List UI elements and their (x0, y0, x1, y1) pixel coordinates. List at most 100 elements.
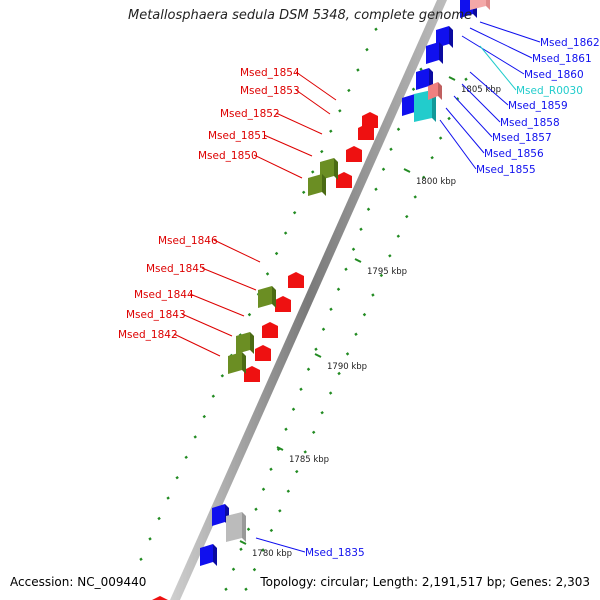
leader-line (263, 134, 313, 157)
accession-text: Accession: NC_009440 (10, 575, 147, 589)
guide-dot (411, 87, 416, 91)
gene-label: Msed_1850 (198, 150, 258, 162)
gene-label: Msed_1852 (220, 108, 280, 120)
leader-line (453, 95, 493, 138)
guide-dot (261, 487, 266, 491)
guide-dot (261, 548, 265, 552)
forward-gene (346, 146, 362, 162)
guide-dot (320, 411, 324, 415)
guide-dot (175, 476, 179, 480)
gene-label: Msed_1860 (524, 69, 584, 81)
leader-line (255, 537, 306, 553)
reverse-gene (212, 504, 225, 526)
forward-gene (288, 272, 304, 288)
guide-dot (278, 509, 282, 513)
leader-line (275, 112, 323, 135)
gene-label: Msed_1856 (484, 148, 544, 160)
tick-mark (314, 353, 322, 358)
guide-dot (148, 537, 152, 541)
gene-label: Msed_1843 (126, 309, 186, 321)
gene-label: Msed_1854 (240, 67, 300, 79)
guide-dot (419, 67, 423, 71)
guide-dot (286, 489, 291, 493)
tick-mark (354, 258, 362, 263)
guide-dot (244, 587, 248, 591)
gene-label: Msed_1855 (476, 164, 536, 176)
tick-label: 1785 kbp (289, 455, 329, 465)
guide-dot (388, 254, 392, 258)
guide-dot (354, 332, 358, 336)
rna-gene (414, 90, 432, 122)
guide-dot (283, 231, 288, 235)
tick-mark (239, 540, 247, 545)
guide-dot (202, 414, 206, 419)
guide-dot (301, 190, 306, 195)
reverse-gene (426, 42, 439, 64)
guide-dot (246, 527, 251, 531)
guide-dot (314, 347, 318, 351)
guide-dot (321, 327, 326, 331)
guide-dot (211, 394, 216, 398)
leader-line (213, 239, 261, 263)
leader-line (479, 45, 517, 91)
leader-line (439, 119, 477, 170)
olive-gene-side (250, 332, 254, 354)
guide-dot (389, 147, 393, 151)
guide-dot (356, 68, 360, 72)
leader-line (295, 71, 337, 101)
guide-dot (347, 88, 351, 93)
gene-label: Msed_R0030 (516, 85, 583, 97)
guide-dot (396, 127, 401, 131)
guide-dot (336, 287, 341, 291)
forward-gene (262, 322, 278, 338)
guide-dot (374, 187, 378, 191)
pseudo-gene (226, 512, 242, 542)
reverse-gene-side (449, 26, 453, 48)
leader-line (295, 89, 331, 115)
olive-gene (228, 352, 242, 374)
guide-dot (464, 77, 468, 81)
leader-line (461, 35, 525, 75)
guide-dot (381, 167, 386, 171)
guide-dot (184, 455, 188, 460)
pseudo-gene-side (242, 512, 246, 542)
guide-dot (345, 352, 350, 356)
leader-line (253, 154, 303, 179)
guide-dot (252, 567, 257, 572)
guide-dot (338, 109, 342, 113)
gene-label: Msed_1858 (500, 117, 560, 129)
guide-dot (269, 528, 274, 533)
guide-dot (157, 516, 161, 521)
gene-label: Msed_1845 (146, 263, 206, 275)
reverse-gene-side (213, 544, 217, 566)
olive-gene-side (242, 352, 246, 374)
guide-dot (311, 170, 315, 174)
tick-label: 1795 kbp (367, 267, 407, 277)
forward-gene (358, 124, 374, 140)
guide-dot (239, 547, 243, 551)
genome-summary-text: Topology: circular; Length: 2,191,517 bp… (260, 575, 590, 589)
leader-line (173, 333, 221, 357)
guide-dot (328, 391, 333, 395)
guide-dot (220, 374, 225, 378)
scale-ticks: 1780 kbp 1785 kbp 1790 kbp 1795 kbp 1800 kbp… (239, 76, 501, 559)
guide-dot (371, 293, 375, 297)
guide-dot (247, 312, 252, 317)
guide-dot (265, 272, 270, 276)
guide-dot (299, 387, 303, 391)
guide-dot (224, 587, 228, 591)
guide-dot (447, 116, 451, 121)
guide-dot (329, 129, 333, 133)
guide-dot (291, 407, 296, 411)
guide-dot (430, 156, 434, 160)
guide-dot (269, 467, 273, 471)
leader-line (189, 293, 245, 317)
guide-dot (438, 136, 443, 140)
gene-label: Msed_1861 (532, 53, 592, 65)
olive-gene-side (322, 174, 326, 196)
guide-dot (295, 469, 299, 474)
forward-gene (152, 596, 168, 600)
tick-mark (276, 446, 284, 451)
tick-label: 1800 kbp (416, 177, 456, 187)
tick-mark (403, 168, 411, 173)
